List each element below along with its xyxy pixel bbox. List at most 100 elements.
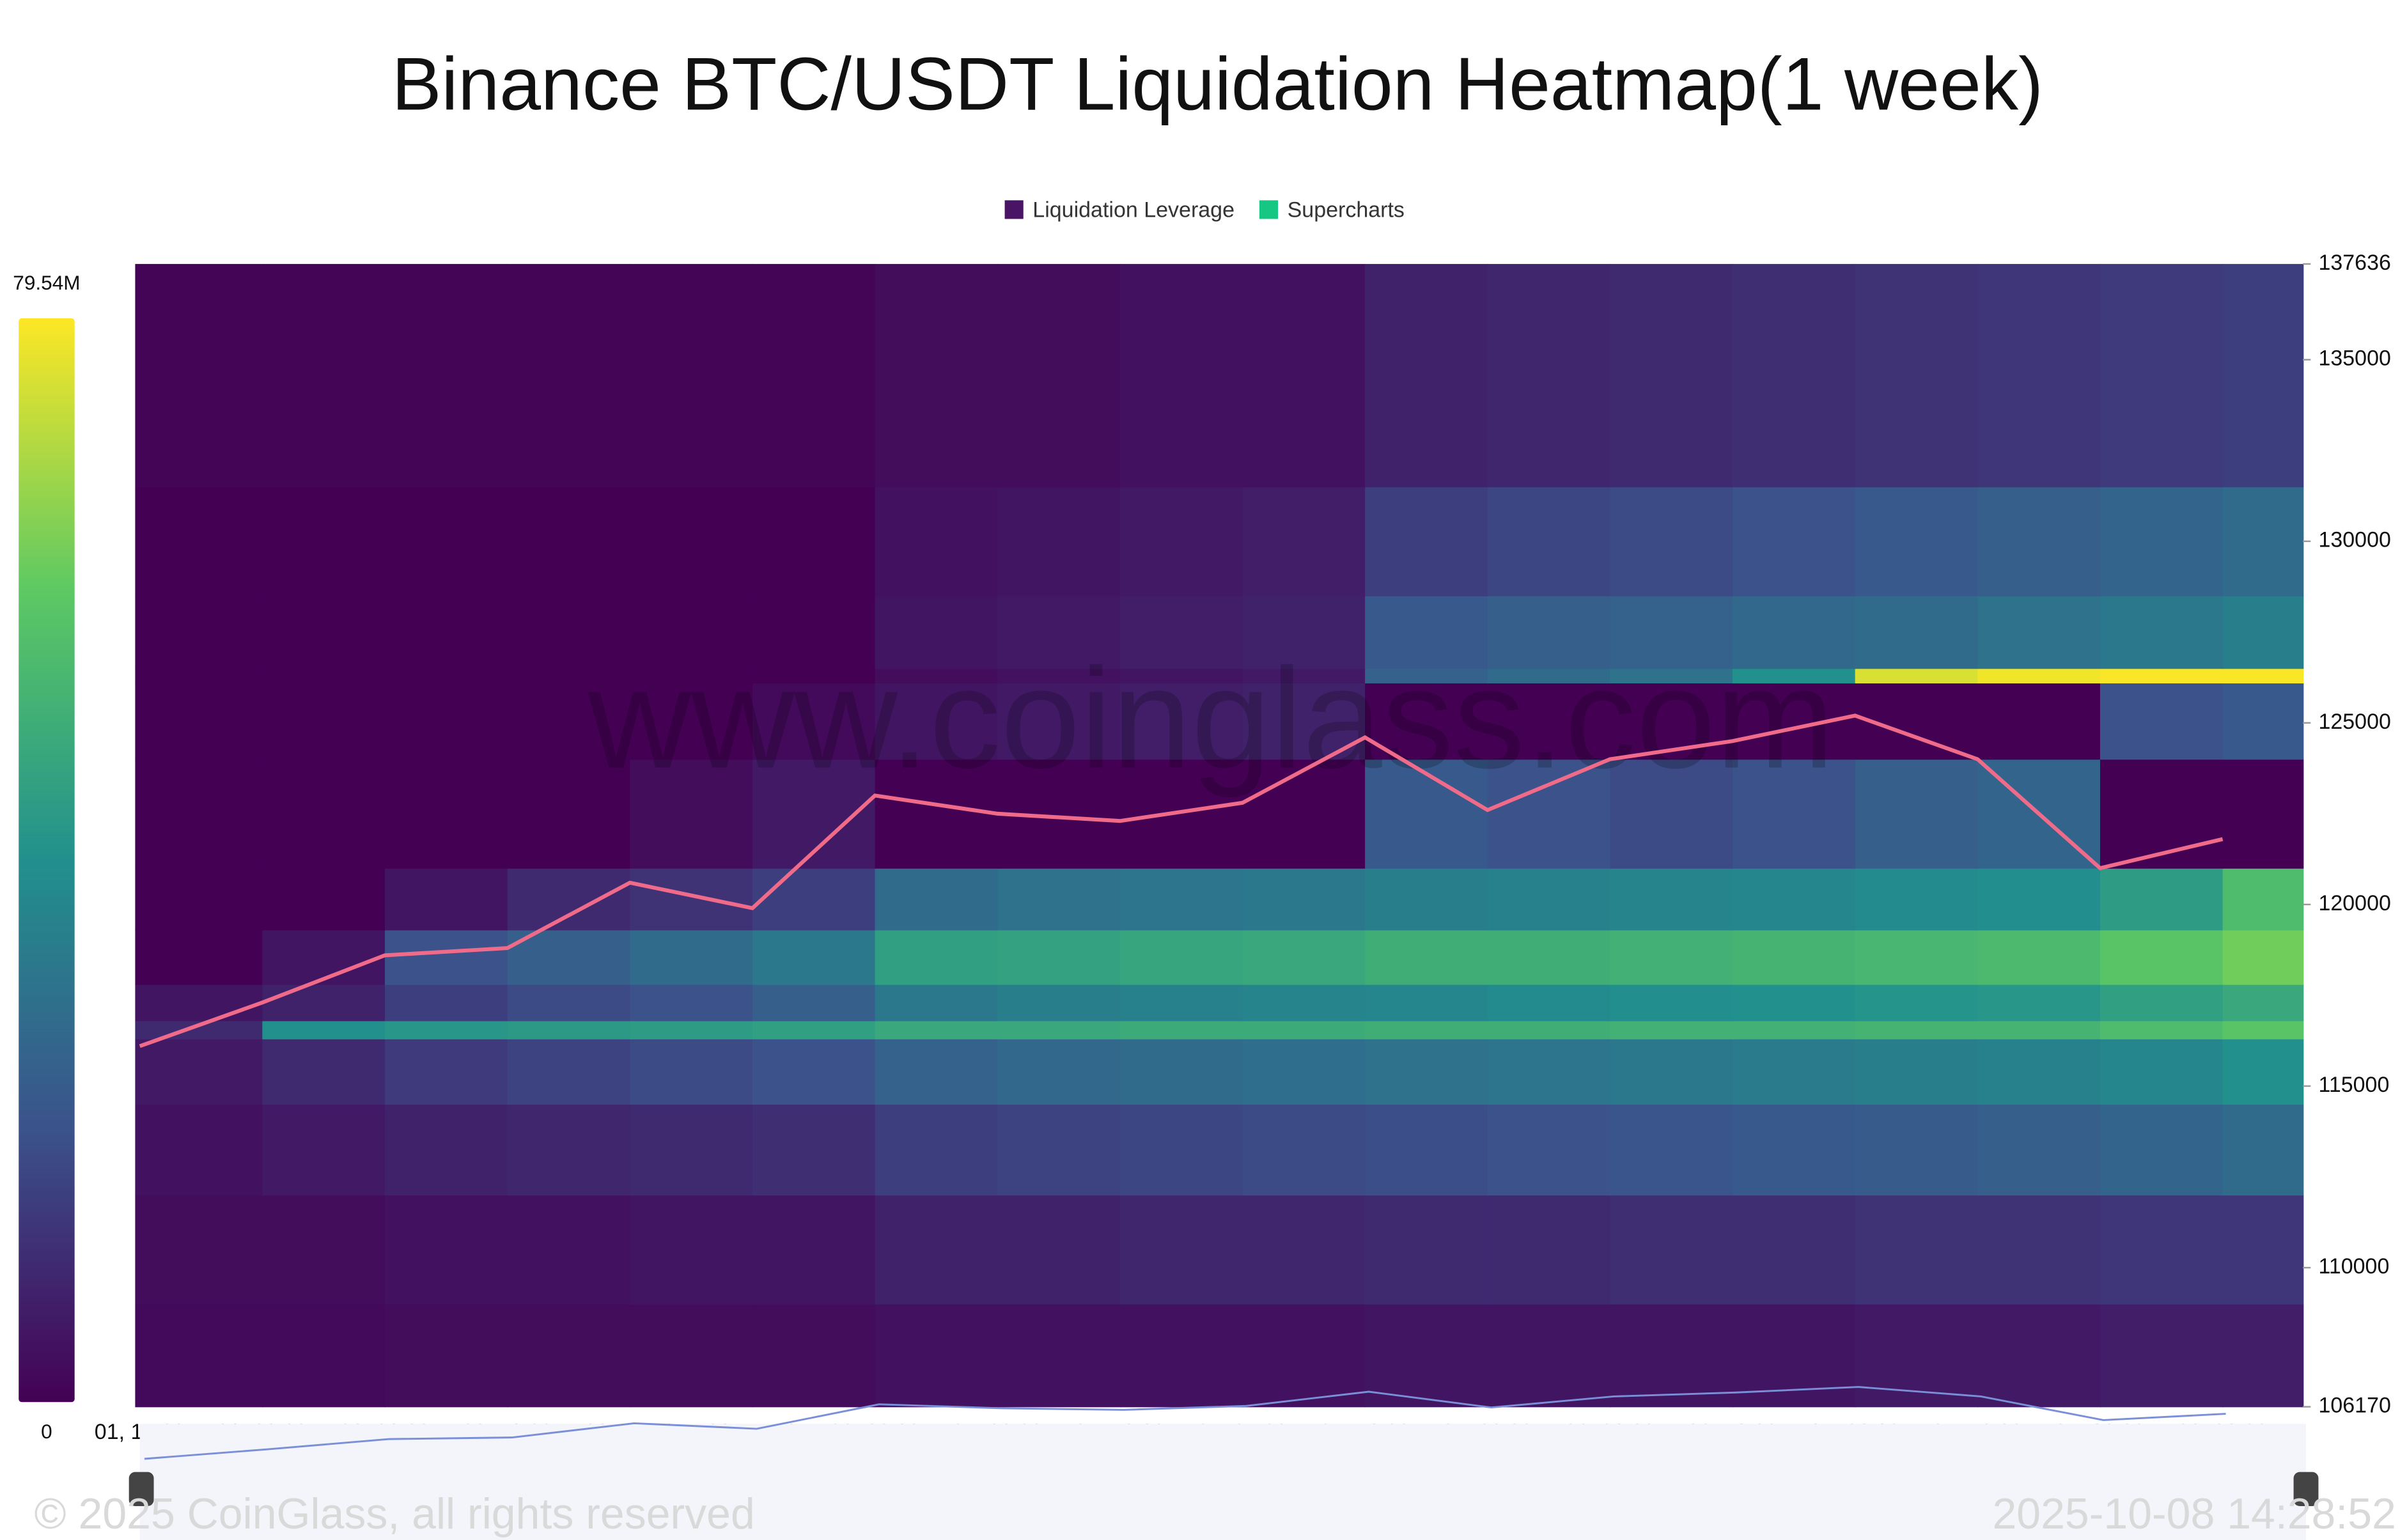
heat-cell	[1977, 929, 2101, 985]
heat-cell	[507, 1039, 631, 1105]
heat-cell	[997, 1020, 1121, 1039]
heat-cell	[875, 263, 999, 488]
y-tick-label: 115000	[2318, 1073, 2389, 1097]
chart-title: Binance BTC/USDT Liquidation Heatmap(1 w…	[392, 42, 2043, 126]
navigator-handle[interactable]	[129, 1472, 154, 1507]
heat-cell	[1977, 486, 2101, 596]
heat-cell	[2222, 1303, 2304, 1408]
heat-cell	[2222, 759, 2304, 869]
heat-cell	[752, 1020, 876, 1039]
heat-cell	[875, 1020, 999, 1039]
heat-cell	[997, 668, 1121, 684]
heat-cell	[1365, 263, 1488, 488]
heat-cell	[997, 1195, 1121, 1305]
heat-cell	[2099, 1020, 2224, 1039]
heat-cell	[1242, 1039, 1366, 1105]
heat-cell	[262, 868, 386, 931]
heat-cell	[1242, 984, 1366, 1022]
heat-cell	[507, 263, 631, 488]
heat-cell	[1487, 1195, 1611, 1305]
heat-cell	[1242, 1104, 1366, 1196]
colorbar	[19, 318, 75, 1403]
heat-cell	[1242, 668, 1366, 684]
heat-cell	[384, 263, 508, 488]
heat-cell	[507, 595, 631, 669]
heat-cell	[630, 683, 754, 760]
heat-cell	[2099, 984, 2224, 1022]
heat-cell	[1242, 1303, 1366, 1408]
legend-label: Supercharts	[1288, 198, 1405, 222]
heat-cell	[135, 668, 263, 684]
heat-cell	[1733, 1039, 1856, 1105]
heat-cell	[1977, 1039, 2101, 1105]
heat-cell	[1119, 683, 1243, 760]
heat-cell	[875, 868, 999, 931]
heat-cell	[1119, 1020, 1243, 1039]
heat-cell	[1487, 595, 1611, 669]
heat-cell	[752, 683, 876, 760]
heat-cell	[1487, 1303, 1611, 1408]
heat-cell	[1119, 1303, 1243, 1408]
heat-cell	[507, 668, 631, 684]
heat-cell	[1487, 759, 1611, 869]
heat-cell	[262, 683, 386, 760]
heat-cell	[1855, 1104, 1979, 1196]
y-tick-label: 135000	[2318, 346, 2390, 371]
heat-cell	[1610, 595, 1734, 669]
heat-cell	[262, 929, 386, 985]
heat-cell	[2222, 1020, 2304, 1039]
heat-cell	[630, 929, 754, 985]
heat-cell	[1733, 595, 1856, 669]
heat-cell	[1487, 683, 1611, 760]
heat-cell	[2099, 929, 2224, 985]
heat-cell	[384, 1020, 508, 1039]
heat-cell	[1119, 1195, 1243, 1305]
heat-cell	[997, 263, 1121, 488]
heat-cell	[997, 929, 1121, 985]
heat-cell	[507, 1020, 631, 1039]
heat-cell	[997, 868, 1121, 931]
heat-cell	[752, 486, 876, 596]
heat-cell	[262, 263, 386, 488]
heat-cell	[1733, 1195, 1856, 1305]
heat-cell	[1733, 263, 1856, 488]
heat-cell	[262, 1104, 386, 1196]
heat-cell	[1610, 683, 1734, 760]
heat-cell	[1733, 486, 1856, 596]
heat-cell	[384, 868, 508, 931]
heat-cell	[1365, 868, 1488, 931]
heat-cell	[384, 984, 508, 1022]
heat-cell	[262, 1303, 386, 1408]
heat-cell	[630, 759, 754, 869]
navigator-handle[interactable]	[2293, 1472, 2319, 1507]
heat-cell	[2099, 595, 2224, 669]
heat-cell	[262, 1195, 386, 1305]
y-tick-label: 125000	[2318, 710, 2390, 734]
heat-cell	[2222, 1104, 2304, 1196]
heat-cell	[262, 595, 386, 669]
heat-cell	[630, 1195, 754, 1305]
heat-cell	[752, 595, 876, 669]
heat-cell	[1977, 984, 2101, 1022]
heat-cell	[135, 1303, 263, 1408]
heat-cell	[2222, 984, 2304, 1022]
heatmap	[135, 263, 2304, 1408]
heat-cell	[1977, 868, 2101, 931]
heat-cell	[1977, 1195, 2101, 1305]
heat-cell	[1610, 984, 1734, 1022]
heat-cell	[1855, 263, 1979, 488]
heat-cell	[1365, 683, 1488, 760]
heat-cell	[2099, 683, 2224, 760]
heat-cell	[875, 1039, 999, 1105]
heat-cell	[384, 1195, 508, 1305]
heat-cell	[384, 668, 508, 684]
heat-cell	[875, 1303, 999, 1408]
heat-cell	[1487, 263, 1611, 488]
heat-cell	[384, 1104, 508, 1196]
heat-cell	[262, 759, 386, 869]
heat-cell	[1855, 1020, 1979, 1039]
heat-cell	[1365, 984, 1488, 1022]
heat-cell	[507, 868, 631, 931]
price-line	[139, 713, 2224, 1048]
heat-cell	[1733, 759, 1856, 869]
